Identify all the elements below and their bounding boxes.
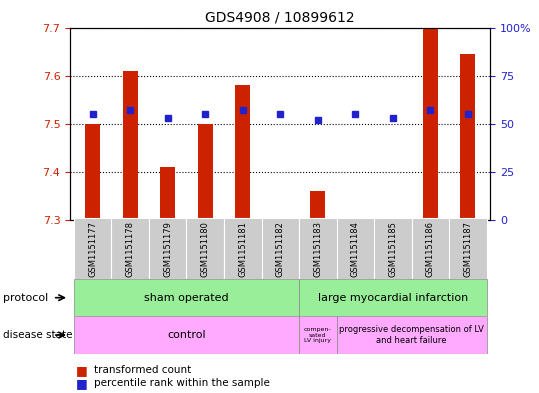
Bar <box>112 218 149 279</box>
Bar <box>299 279 487 316</box>
Bar <box>224 218 261 279</box>
Text: protocol: protocol <box>3 293 48 303</box>
Bar <box>74 316 299 354</box>
Bar <box>336 316 487 354</box>
Text: ■: ■ <box>75 376 87 390</box>
Bar <box>336 218 374 279</box>
Text: GSM1151185: GSM1151185 <box>389 220 397 277</box>
Text: GSM1151183: GSM1151183 <box>313 220 322 277</box>
Text: sham operated: sham operated <box>144 293 229 303</box>
Text: transformed count: transformed count <box>94 365 191 375</box>
Text: GSM1151182: GSM1151182 <box>276 220 285 277</box>
Text: GSM1151186: GSM1151186 <box>426 220 435 277</box>
Bar <box>261 218 299 279</box>
Text: large myocardial infarction: large myocardial infarction <box>318 293 468 303</box>
Text: GSM1151177: GSM1151177 <box>88 220 97 277</box>
Text: GSM1151187: GSM1151187 <box>464 220 473 277</box>
Bar <box>299 316 336 354</box>
Text: ■: ■ <box>75 364 87 377</box>
Bar <box>74 218 112 279</box>
Title: GDS4908 / 10899612: GDS4908 / 10899612 <box>205 11 355 25</box>
Text: GSM1151178: GSM1151178 <box>126 220 135 277</box>
Bar <box>423 28 438 220</box>
Bar <box>235 85 250 220</box>
Bar <box>149 218 186 279</box>
Bar <box>74 279 299 316</box>
Bar <box>299 218 336 279</box>
Bar <box>449 218 487 279</box>
Text: compen-
sated
LV injury: compen- sated LV injury <box>304 327 331 343</box>
Bar <box>460 54 475 220</box>
Text: percentile rank within the sample: percentile rank within the sample <box>94 378 270 388</box>
Bar <box>85 124 100 220</box>
Bar <box>160 167 175 220</box>
Bar <box>310 191 326 220</box>
Text: disease state: disease state <box>3 330 72 340</box>
Bar <box>186 218 224 279</box>
Text: GSM1151184: GSM1151184 <box>351 220 360 277</box>
Text: control: control <box>167 330 206 340</box>
Text: progressive decompensation of LV
and heart failure: progressive decompensation of LV and hea… <box>339 325 484 345</box>
Bar <box>374 218 412 279</box>
Text: GSM1151179: GSM1151179 <box>163 220 172 277</box>
Text: GSM1151180: GSM1151180 <box>201 220 210 277</box>
Bar <box>198 124 213 220</box>
Bar <box>123 71 137 220</box>
Text: GSM1151181: GSM1151181 <box>238 220 247 277</box>
Bar <box>412 218 449 279</box>
